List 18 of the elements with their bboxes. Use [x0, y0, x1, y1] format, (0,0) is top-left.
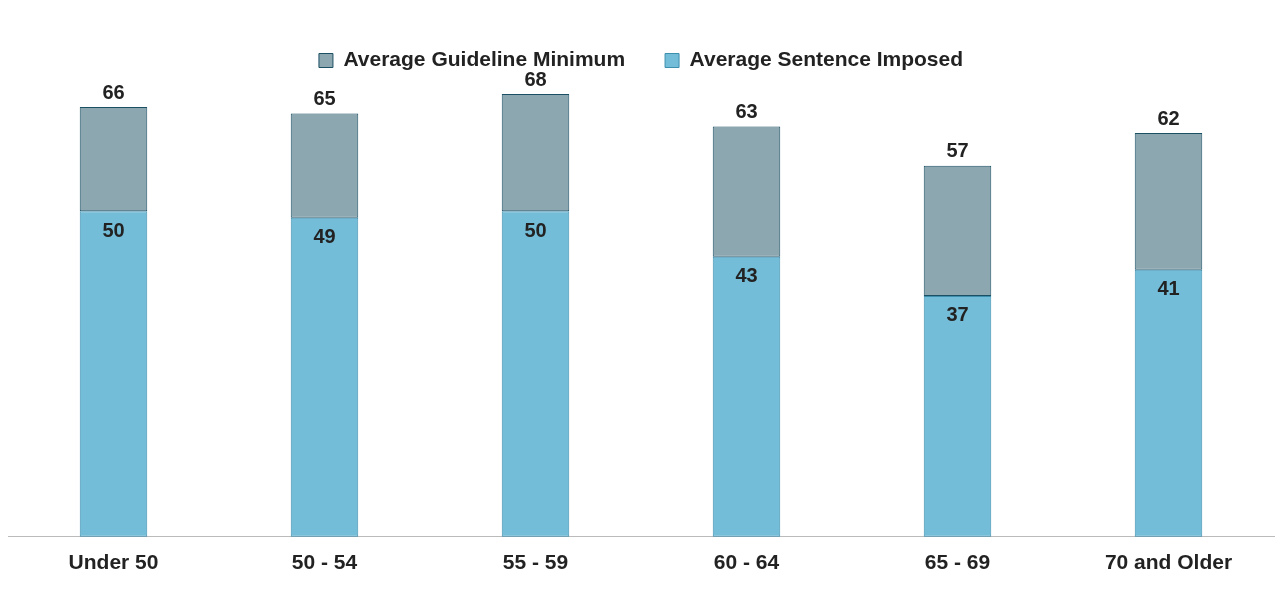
x-tick-label: 55 - 59 [502, 550, 569, 574]
total-label: 65 [313, 87, 336, 110]
x-tick-label: 60 - 64 [713, 550, 780, 574]
data-label: 50 [102, 218, 125, 241]
data-label: 41 [1157, 277, 1180, 300]
total-label: 57 [946, 139, 969, 162]
total-label: 66 [102, 80, 125, 103]
x-tick-label: 50 - 54 [291, 550, 358, 574]
data-label: 37 [946, 303, 969, 326]
data-label: 43 [735, 264, 758, 287]
legend-label: Average Sentence Imposed [689, 47, 964, 71]
data-label: 50 [524, 218, 547, 241]
total-label: 63 [735, 100, 758, 123]
total-label: 62 [1157, 106, 1180, 129]
data-label: 49 [313, 225, 336, 248]
x-tick-label: Under 50 [68, 550, 159, 574]
x-tick-label: 70 and Older [1104, 550, 1233, 574]
x-tick-label: 65 - 69 [924, 550, 991, 574]
